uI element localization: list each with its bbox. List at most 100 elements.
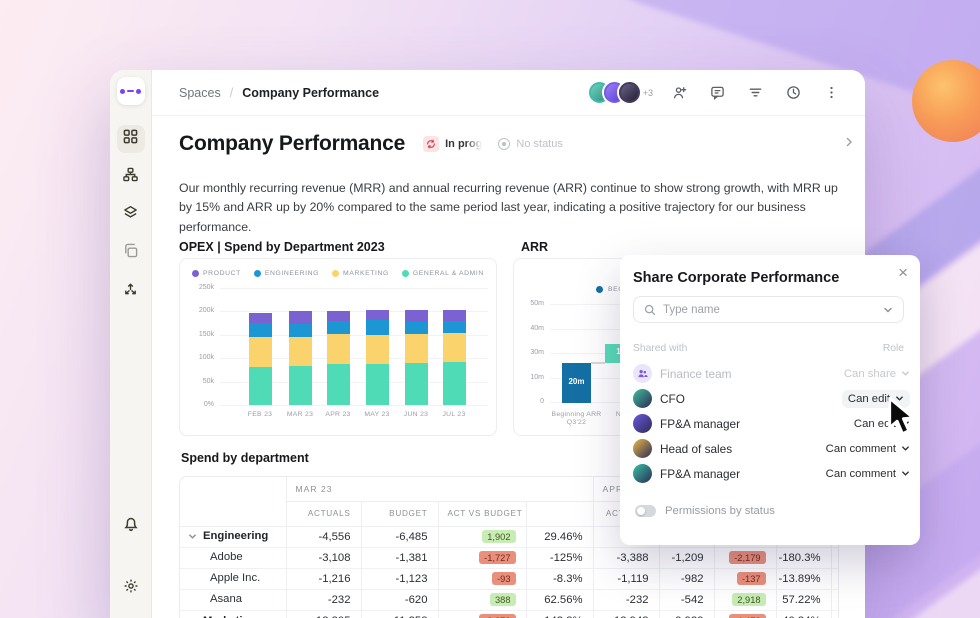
sidebar-item-org-chart[interactable] [117,163,145,191]
table-column-header: BUDGET [360,501,438,527]
opex-bar-segment [288,336,312,367]
status-none[interactable]: No status [498,138,563,150]
percent-cell: 29.46% [525,526,594,547]
chevron-down-icon [884,307,892,312]
invite-user-button[interactable] [667,81,691,105]
value-cell: -13,948 [592,609,660,618]
progress-status-label: In prog [445,138,483,150]
role-label: Can share [843,367,896,380]
legend-dot [332,270,340,277]
apps-grid-icon [123,129,138,149]
permissions-toggle[interactable] [635,505,656,517]
member-name: Finance team [660,366,732,381]
row-name-cell: Asana [180,588,286,610]
percent-cell: -13.89% [775,567,832,589]
value-cell: -11,358 [360,609,438,618]
opex-bar-segment [288,311,312,324]
opex-bar-segment [365,334,389,365]
delta-pill: -4,472 [729,614,766,618]
delta-pill: -2,179 [729,551,766,564]
delta-cell: -137 [713,567,777,589]
opex-bar-segment [326,321,350,335]
table-row: Asana -232 -620 388 62.56% -232 -542 2,918 57.22… [180,588,838,610]
value-cell: -4,556 [285,526,361,547]
value-cell: -982 [658,567,715,589]
opex-chart-card: PRODUCT ENGINEERING MARKETING GENERAL & ADM… [179,258,497,436]
member-avatar [633,364,652,383]
filter-button[interactable] [743,81,767,105]
y-tick-label: 250k [198,284,214,291]
org-chart-icon [123,167,138,187]
collapse-chevron-icon[interactable] [188,532,197,541]
sidebar [110,70,152,618]
percent-cell: 62.56% [525,588,594,610]
gridline [220,334,488,336]
opex-bar-segment [248,323,272,338]
delta-pill: 2,918 [732,593,766,606]
row-name: Asana [210,593,243,606]
delta-pill: 388 [489,593,516,606]
row-name-cell: Engineering [180,526,286,547]
y-tick-label: 10m [530,373,544,381]
legend-label: PRODUCT [203,270,241,277]
notifications-button[interactable] [117,512,145,540]
sidebar-item-layers[interactable] [117,201,145,229]
group-icon [638,370,648,378]
percent-cell: -125% [525,546,594,568]
member-avatar [633,389,652,408]
row-name-cell: Marketing [180,609,286,618]
role-column-label: Role [882,343,904,354]
role-dropdown[interactable]: Can comment [826,443,910,455]
page-title: Company Performance [179,132,406,155]
value-cell: -1,216 [285,567,361,589]
sidebar-item-pages[interactable] [117,239,145,267]
legend-item: ENGINEERING [253,270,320,277]
expand-page-chevron[interactable] [843,135,855,153]
delta-pill: -1,727 [479,551,516,564]
comments-button[interactable] [705,81,729,105]
legend-label: GENERAL & ADMIN [412,270,484,277]
value-cell: -542 [658,588,715,610]
role-label: Can edit [853,417,896,430]
close-icon[interactable]: × [898,263,908,282]
value-cell: -232 [285,588,361,610]
breadcrumb-separator: / [229,85,234,100]
row-name: Marketing [203,615,256,618]
value-cell: -1,119 [592,567,660,589]
breadcrumb-spaces[interactable]: Spaces [179,85,221,100]
status-in-progress[interactable]: In prog [423,136,482,152]
layers-icon [123,205,138,225]
collaborator-avatars[interactable]: +3 [588,82,653,103]
share-row: FP&A manager Can comment [620,461,920,486]
share-search-input[interactable]: Type name [633,296,904,323]
value-cell: -13,305 [285,609,361,618]
delta-cell: 2,918 [713,588,777,610]
gridline [220,381,488,383]
topbar: Spaces / Company Performance +3 [152,70,865,116]
chevron-down-icon [902,471,909,476]
opex-bar-segment [442,320,466,333]
sidebar-item-apps-grid[interactable] [116,125,145,153]
legend-label: ENGINEERING [264,270,320,277]
share-arrows-icon [123,281,138,301]
more-options-button[interactable] [819,81,843,105]
percent-cell: -142.8% [525,609,594,618]
role-dropdown[interactable]: Can comment [826,468,910,480]
row-name-cell: Apple Inc. [180,567,286,589]
delta-cell: -2,179 [713,546,777,568]
opex-bar-segment [404,310,428,322]
settings-button[interactable] [117,574,145,602]
role-dropdown[interactable]: Can share [844,368,910,380]
opex-bar-segment [365,320,389,335]
delta-pill: -137 [736,572,766,585]
y-tick-label: 150k [198,330,214,338]
opex-chart-title: OPEX | Spend by Department 2023 [179,240,385,254]
x-tick-label: APR 23 [325,411,351,418]
share-dialog: Share Corporate Performance × Type name … [620,255,920,545]
sidebar-item-share-flows[interactable] [117,277,145,305]
activity-button[interactable] [781,81,805,105]
shared-with-label: Shared with [633,343,688,354]
app-logo[interactable] [116,77,145,105]
member-name: FP&A manager [660,466,740,481]
bell-icon [123,516,139,537]
